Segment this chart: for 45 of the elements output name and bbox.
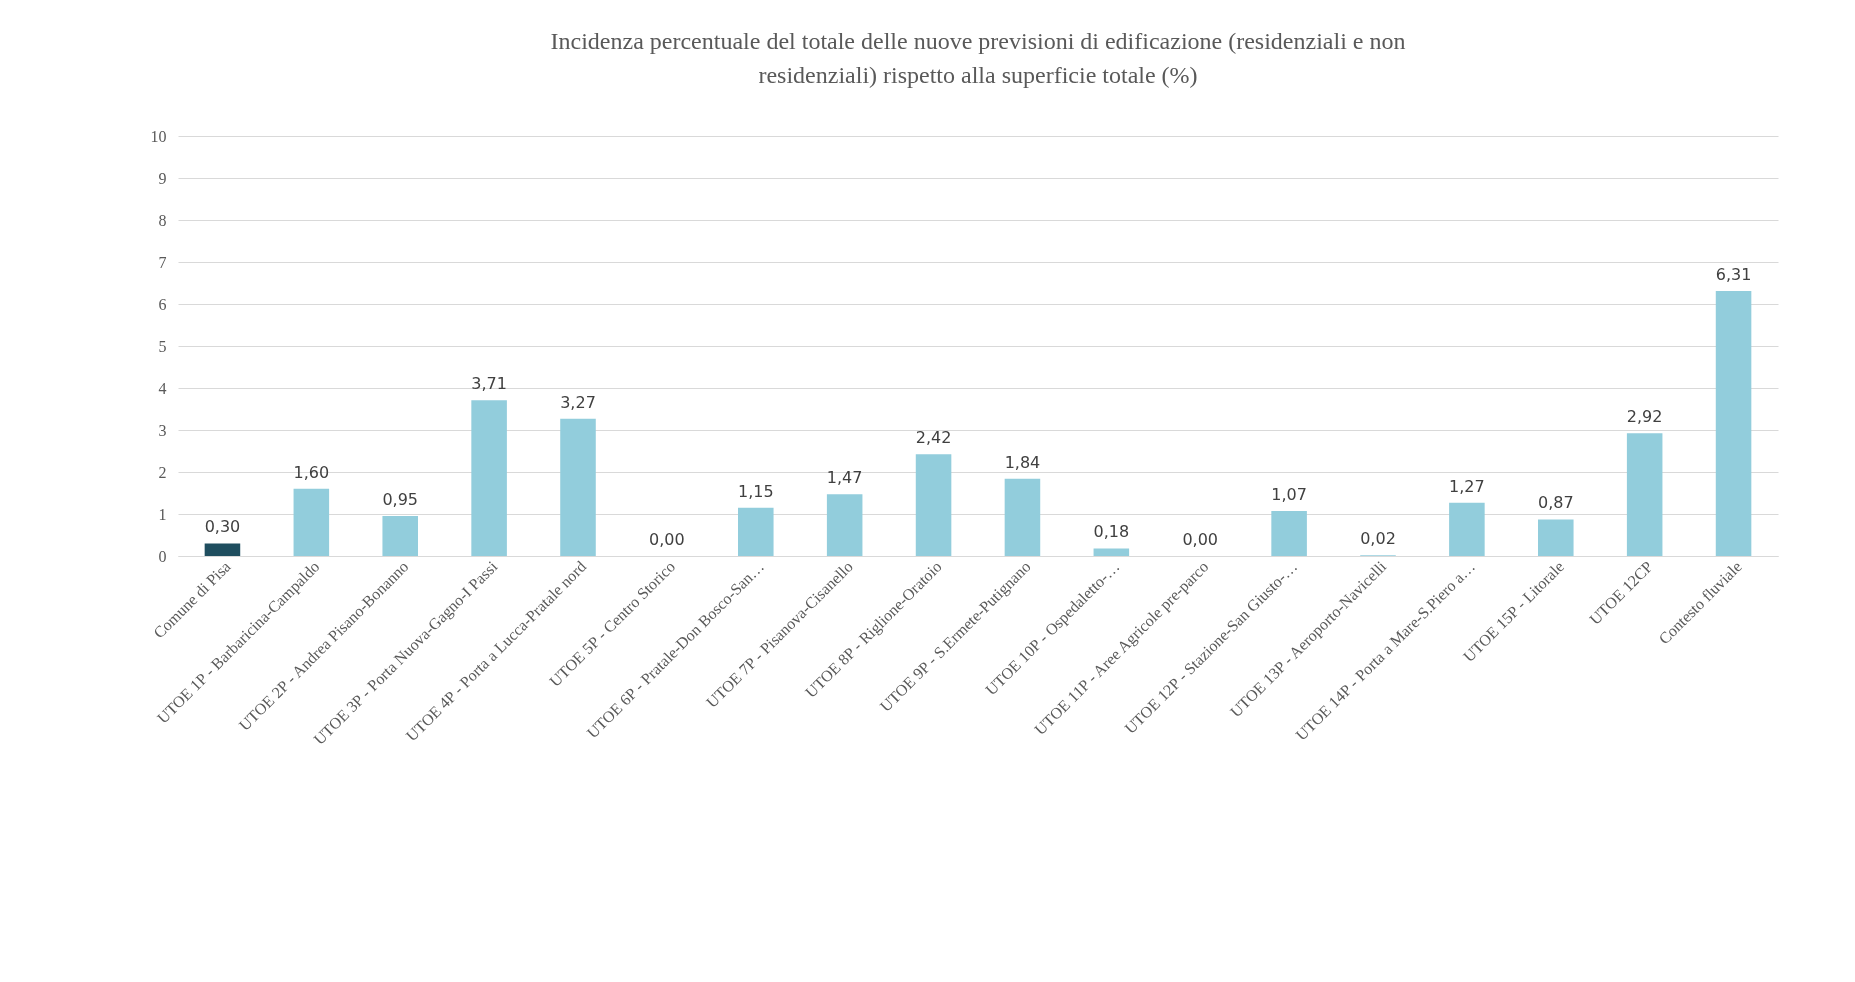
bar [915, 454, 952, 556]
data-label: 2,92 [1626, 407, 1663, 427]
bar [471, 400, 507, 556]
bar [1271, 511, 1307, 556]
y-tick-label: 3 [158, 421, 167, 439]
data-label: 3,71 [471, 374, 507, 394]
bar [738, 507, 774, 556]
y-tick-label: 2 [158, 463, 167, 481]
bar [826, 494, 863, 556]
y-tick-label: 6 [158, 295, 167, 313]
y-tick-label: 9 [158, 169, 167, 187]
bar [1093, 548, 1130, 556]
data-label: 0,02 [1360, 529, 1396, 549]
bar [1538, 519, 1574, 556]
y-tick-label: 0 [158, 547, 167, 565]
data-label: 2,42 [915, 428, 952, 448]
bar [1626, 433, 1663, 556]
data-label: 0,30 [204, 517, 241, 537]
data-label: 1,07 [1271, 485, 1307, 505]
bar [1004, 478, 1041, 556]
bar [293, 488, 330, 556]
data-label: 0,95 [382, 490, 419, 510]
data-label: 1,60 [293, 462, 330, 482]
data-label: 1,84 [1004, 452, 1041, 472]
data-label: 1,47 [826, 468, 863, 488]
data-label: 0,87 [1537, 493, 1574, 513]
y-tick-label: 5 [158, 337, 167, 355]
y-tick-label: 1 [158, 505, 167, 523]
data-label: 0,18 [1093, 522, 1130, 542]
y-tick-label: 4 [158, 379, 167, 397]
y-tick-label: 8 [158, 211, 167, 229]
data-label: 1,27 [1449, 476, 1485, 496]
data-label: 0,00 [1182, 530, 1219, 549]
y-tick-label: 7 [158, 253, 167, 271]
data-label: 0,00 [649, 530, 685, 549]
bar [1449, 502, 1485, 556]
data-label: 1,15 [737, 481, 774, 501]
bar [1715, 290, 1752, 556]
data-label: 3,27 [560, 392, 596, 412]
bar [382, 516, 418, 556]
data-label: 6,31 [1715, 264, 1752, 284]
chart-title: Incidenza percentuale del totale delle nuove previsioni di edificazione (residenziali e non residenziali) rispetto alla superficie totale (%) [550, 28, 1406, 88]
bar [204, 543, 241, 556]
bar [560, 418, 596, 556]
y-tick-label: 10 [150, 127, 167, 145]
